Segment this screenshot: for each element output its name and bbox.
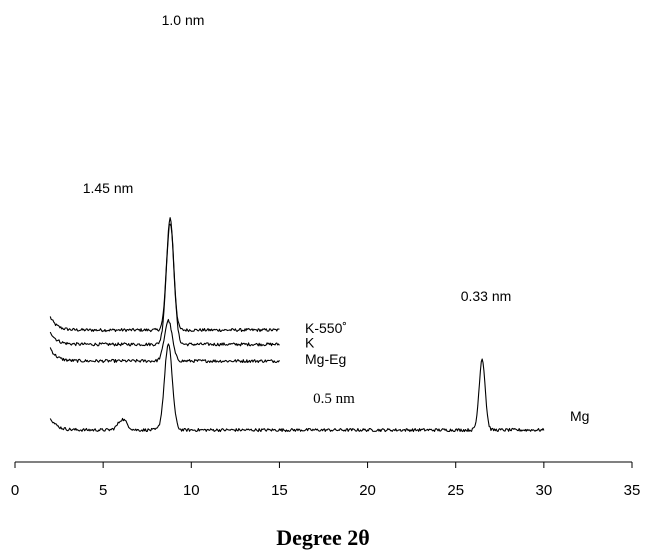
peak-annotation: 0.33 nm [461, 288, 512, 304]
trace-line-mg [49, 343, 545, 433]
x-tick-label: 35 [624, 482, 641, 499]
trace-line-k [49, 223, 280, 347]
annotations-group: 1.0 nm 1.45 nm 0.33 nm 0.5 nm [83, 12, 512, 407]
x-tick-label: 0 [11, 482, 19, 499]
x-tick-label: 20 [359, 482, 376, 499]
traces-group [49, 217, 545, 433]
trace-line-k-550- [49, 217, 280, 333]
trace-label: K [305, 334, 315, 350]
x-axis-label: Degree 2θ [276, 525, 370, 550]
x-tick-label: 30 [536, 482, 553, 499]
peak-annotation: 0.5 nm [313, 391, 355, 407]
trace-label: Mg [570, 408, 589, 424]
trace-line-mg-eg [49, 318, 280, 364]
trace-label: Mg-Eg [305, 351, 346, 367]
x-tick-label: 15 [271, 482, 288, 499]
peak-annotation: 1.0 nm [162, 12, 205, 28]
x-tick-label: 10 [183, 482, 200, 499]
trace-labels-group: K-550˚KMg-Eg Mg [305, 320, 589, 424]
peak-annotation: 1.45 nm [83, 180, 134, 196]
trace-label: K-550˚ [305, 320, 347, 336]
x-tick-label: 25 [447, 482, 464, 499]
x-ticks-group: 0 5 10 15 20 25 30 35 [11, 462, 641, 499]
x-tick-label: 5 [99, 482, 107, 499]
